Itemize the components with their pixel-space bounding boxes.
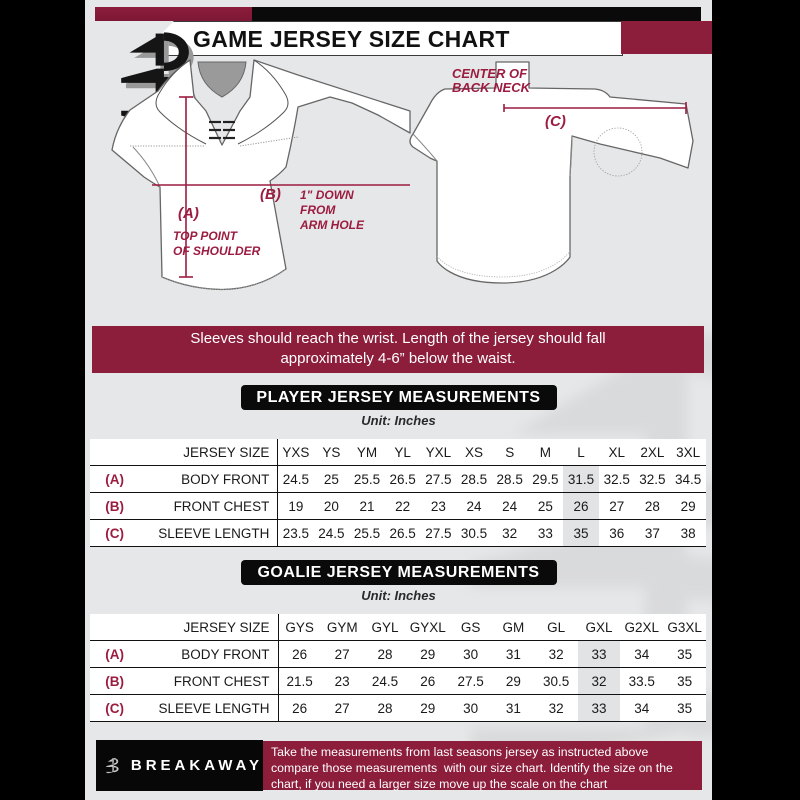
svg-text:BACK NECK: BACK NECK bbox=[452, 80, 532, 95]
svg-text:(C): (C) bbox=[545, 113, 566, 130]
svg-text:FROM: FROM bbox=[300, 203, 336, 217]
svg-text:OF SHOULDER: OF SHOULDER bbox=[173, 244, 261, 258]
svg-text:ARM HOLE: ARM HOLE bbox=[299, 218, 365, 232]
svg-text:1" DOWN: 1" DOWN bbox=[300, 188, 354, 202]
svg-text:CENTER OF: CENTER OF bbox=[452, 66, 528, 81]
svg-text:TOP POINT: TOP POINT bbox=[173, 229, 239, 243]
svg-text:(A): (A) bbox=[178, 205, 199, 222]
svg-text:(B): (B) bbox=[260, 186, 281, 203]
